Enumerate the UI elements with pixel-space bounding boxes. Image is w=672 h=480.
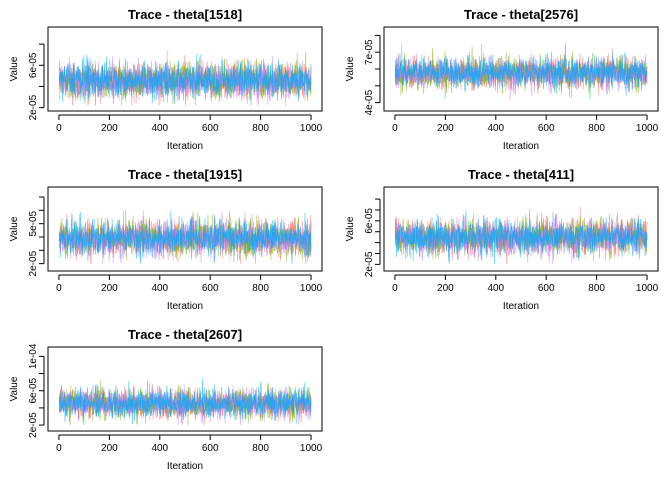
- x-axis-label: Iteration: [167, 461, 203, 472]
- y-tick-label: 6e-05: [28, 377, 39, 403]
- x-axis-label: Iteration: [503, 301, 539, 312]
- y-axis-label: Value: [345, 56, 356, 81]
- plot-frame: [383, 26, 659, 112]
- y-tick-label: 4e-05: [364, 89, 375, 115]
- x-axis-label: Iteration: [503, 141, 539, 152]
- plot-frame: [47, 26, 323, 112]
- y-axis-label: Value: [9, 376, 20, 401]
- trace-line-chain-4: [394, 209, 648, 265]
- x-tick-label: 1000: [636, 123, 659, 134]
- trace-line-chain-4: [58, 378, 312, 426]
- x-tick-label: 600: [538, 123, 555, 134]
- x-tick-label: 400: [151, 283, 168, 294]
- y-axis-label: Value: [345, 216, 356, 241]
- x-tick-label: 600: [202, 123, 219, 134]
- x-tick-label: 600: [202, 443, 219, 454]
- x-tick-label: 1000: [300, 123, 323, 134]
- y-tick-label: 6e-05: [28, 52, 39, 78]
- x-tick-label: 1000: [300, 443, 323, 454]
- plot-frame: [47, 346, 323, 432]
- trace-panel: Trace - theta[2607] 0 200 400 600 800 1000 2e-0…: [9, 327, 323, 472]
- x-tick-label: 400: [487, 123, 504, 134]
- plot-frame: [47, 186, 323, 272]
- x-tick-label: 200: [437, 283, 454, 294]
- trace-line-chain-4: [58, 211, 312, 264]
- x-tick-label: 800: [252, 283, 269, 294]
- x-tick-label: 1000: [300, 283, 323, 294]
- x-tick-label: 400: [151, 443, 168, 454]
- x-tick-label: 200: [101, 443, 118, 454]
- trace-panel: Trace - theta[2576] 0 200 400 600 800 1000 4e-0…: [345, 7, 659, 152]
- x-tick-label: 0: [392, 283, 398, 294]
- trace-line-chain-4: [58, 53, 312, 106]
- x-tick-label: 800: [588, 123, 605, 134]
- x-tick-label: 0: [56, 123, 62, 134]
- x-tick-label: 800: [588, 283, 605, 294]
- y-tick-label: 6e-05: [364, 208, 375, 234]
- panel-title: Trace - theta[2607]: [128, 327, 242, 342]
- x-tick-label: 0: [56, 283, 62, 294]
- y-tick-label: 2e-05: [364, 251, 375, 277]
- y-tick-label: 2e-05: [28, 412, 39, 438]
- y-axis-label: Value: [9, 56, 20, 81]
- x-tick-label: 400: [487, 283, 504, 294]
- trace-panel: Trace - theta[411] 0 200 400 600 800 1000 2e-05…: [345, 167, 659, 312]
- y-axis-label: Value: [9, 216, 20, 241]
- panel-title: Trace - theta[1518]: [128, 7, 242, 22]
- trace-panel: Trace - theta[1518] 0 200 400 600 800 1000 2e-0…: [9, 7, 323, 152]
- y-tick-label: 7e-05: [364, 39, 375, 65]
- y-tick-label: 1e-04: [28, 343, 39, 369]
- x-tick-label: 200: [101, 283, 118, 294]
- x-tick-label: 400: [151, 123, 168, 134]
- x-tick-label: 600: [538, 283, 555, 294]
- y-tick-label: 5e-05: [28, 210, 39, 236]
- x-axis-label: Iteration: [167, 141, 203, 152]
- plot-frame: [383, 186, 659, 272]
- x-tick-label: 0: [56, 443, 62, 454]
- x-tick-label: 800: [252, 443, 269, 454]
- panel-title: Trace - theta[2576]: [464, 7, 578, 22]
- trace-line-chain-4: [394, 42, 648, 100]
- x-tick-label: 600: [202, 283, 219, 294]
- y-tick-label: 2e-05: [28, 94, 39, 120]
- x-tick-label: 0: [392, 123, 398, 134]
- x-tick-label: 200: [101, 123, 118, 134]
- y-tick-label: 2e-05: [28, 250, 39, 276]
- panel-title: Trace - theta[1915]: [128, 167, 242, 182]
- x-axis-label: Iteration: [167, 301, 203, 312]
- x-tick-label: 1000: [636, 283, 659, 294]
- panel-title: Trace - theta[411]: [468, 167, 574, 182]
- trace-panel: Trace - theta[1915] 0 200 400 600 800 1000 2e-0…: [9, 167, 323, 312]
- x-tick-label: 800: [252, 123, 269, 134]
- x-tick-label: 200: [437, 123, 454, 134]
